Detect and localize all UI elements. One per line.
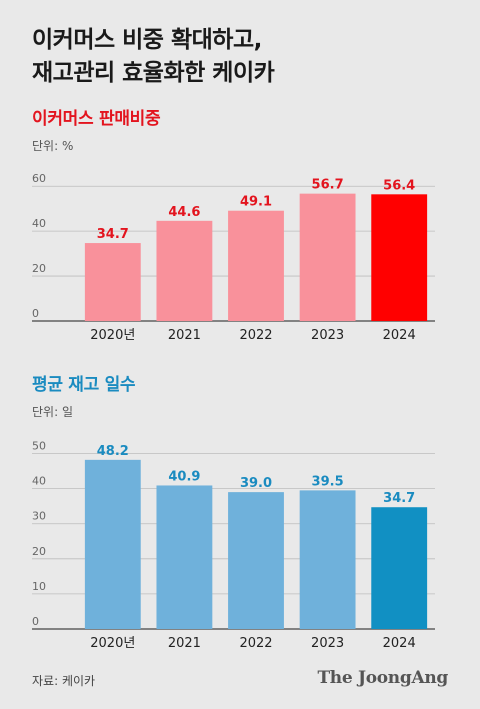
headline-line1: 이커머스 비중 확대하고, [32,27,262,53]
chart2-inventory-days: 0 10 20 30 40 50 48.2 2020년 40.9 2021 39.0 2022 39.5… [32,440,435,651]
data-label: 39.0 [240,476,272,491]
y-tick-label: 60 [32,172,46,185]
x-tick-label: 2024 [383,636,416,651]
x-tick-label: 2021 [168,636,201,651]
bar [156,220,213,321]
bar [299,193,356,321]
chart2-unit: 단위: 일 [32,405,73,419]
bar [228,210,284,321]
bar [84,459,141,629]
bar [228,492,284,629]
x-tick-label: 2023 [311,328,344,343]
data-label: 34.7 [383,491,415,506]
data-label: 39.5 [312,474,344,489]
data-label: 48.2 [97,444,129,459]
chart1-ecommerce-share: 0 20 40 60 34.7 2020년 44.6 2021 49.1 2022 56.7 2023… [32,172,435,343]
x-tick-label: 2023 [311,636,344,651]
chart1-title: 이커머스 판매비중 [32,109,161,129]
x-tick-label: 2022 [239,328,272,343]
headline-line2: 재고관리 효율화한 케이카 [32,60,275,86]
y-tick-label: 40 [32,475,46,488]
y-tick-label: 0 [32,615,39,628]
bar [156,485,213,629]
bar [371,194,428,321]
x-tick-label: 2020년 [90,636,135,651]
data-label: 40.9 [168,469,200,484]
y-tick-label: 20 [32,262,46,275]
bar [299,490,356,629]
x-tick-label: 2022 [239,636,272,651]
data-label: 56.4 [383,178,415,193]
chart2-title: 평균 재고 일수 [32,375,136,395]
y-tick-label: 40 [32,217,46,230]
y-tick-label: 0 [32,307,39,320]
data-label: 34.7 [97,227,129,242]
x-tick-label: 2024 [383,328,416,343]
x-tick-label: 2021 [168,328,201,343]
y-tick-label: 50 [32,440,46,453]
y-tick-label: 30 [32,510,46,523]
brand-logo: The JoongAng [317,668,448,688]
y-tick-label: 20 [32,545,46,558]
bar [84,243,141,321]
chart1-unit: 단위: % [32,139,74,153]
source-note: 자료: 케이카 [32,674,96,688]
data-label: 44.6 [168,205,200,220]
data-label: 56.7 [312,178,344,193]
y-tick-label: 10 [32,580,46,593]
data-label: 49.1 [240,195,272,210]
x-tick-label: 2020년 [90,328,135,343]
headline: 이커머스 비중 확대하고, 재고관리 효율화한 케이카 [32,24,275,90]
bar [371,507,428,629]
